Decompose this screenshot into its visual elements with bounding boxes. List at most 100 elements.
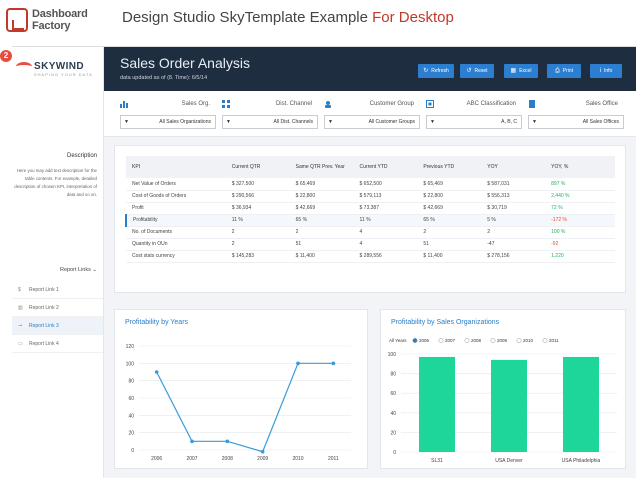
table-cell: 4: [353, 226, 418, 239]
sidebar-item-report-link-3[interactable]: ⊸ Report Link 3: [12, 317, 103, 335]
filter-label: Sales Office: [585, 101, 618, 107]
data-updated-text: data updated as of (8. Time): 6/5/14: [120, 75, 208, 81]
print-button[interactable]: ⎙ Print: [547, 64, 581, 78]
sidebar: SKYWIND SHAPING YOUR DATA Description He…: [12, 47, 104, 478]
sales-org-select[interactable]: ▼ All Sales Organizations: [120, 115, 216, 129]
sidebar-item-label: Report Link 1: [29, 287, 59, 293]
bar-chart: All Years 2006 2007 2008 2009 2010 2011 0 20 40 60…: [388, 338, 617, 464]
reset-button[interactable]: ↺ Reset: [460, 64, 494, 78]
column-header: YOY: [481, 156, 546, 178]
x-tick-label: 2011: [328, 456, 339, 462]
table-cell: 65 %: [289, 214, 354, 227]
caret-down-icon: ▼: [124, 119, 129, 125]
table-cell: Profitability: [125, 214, 226, 227]
table-cell: $ 556,313: [481, 190, 546, 203]
description-title: Description: [66, 153, 97, 159]
table-row[interactable]: Cost stats currency $ 145,283 $ 11,400 $ 28…: [126, 250, 615, 263]
year-radio-label: 2009: [497, 338, 508, 343]
filter-sales-office: Sales Office ▼ All Sales Offices: [528, 95, 624, 135]
table-row[interactable]: Profit $ 36,934 $ 42,669 $ 73,387 $ 42,669 $ …: [126, 202, 615, 215]
data-point[interactable]: [260, 449, 265, 454]
table-row[interactable]: No. of Documents 2 2 4 2 2 100 %: [126, 226, 615, 239]
table-cell: 11 %: [353, 214, 418, 227]
slide-title: Design Studio SkyTemplate Example For De…: [122, 9, 454, 26]
filter-abc-classification: ABC Classification ▼ A, B, C: [426, 95, 522, 135]
bar[interactable]: [563, 356, 599, 452]
report-links-toggle[interactable]: Report Links ⌄: [60, 267, 97, 273]
data-point[interactable]: [331, 361, 336, 366]
filter-label: Dist. Channel: [275, 101, 312, 107]
kpi-table: KPI Current QTR Same QTR Prev. Year Curr…: [125, 156, 615, 263]
table-row[interactable]: Net Value of Orders $ 327,500 $ 65,469 $ 65…: [126, 178, 615, 191]
table-cell: -92: [545, 238, 615, 251]
table-cell: $ 65,469: [289, 178, 354, 191]
y-tick-label: 80: [390, 372, 396, 378]
bird-icon: [16, 61, 32, 71]
data-point[interactable]: [154, 370, 159, 374]
table-cell: 2: [225, 226, 290, 239]
sales-office-select[interactable]: ▼ All Sales Offices: [528, 115, 624, 129]
year-radio-2006[interactable]: [412, 338, 418, 343]
year-radio-label: 2011: [549, 338, 559, 343]
caret-down-icon: ▼: [328, 119, 333, 125]
table-cell: -47: [481, 238, 546, 251]
info-button[interactable]: i Info: [590, 64, 622, 78]
table-cell: $ 65,469: [417, 178, 482, 191]
x-tick-label: 2010: [292, 456, 303, 462]
brand-tagline: SHAPING YOUR DATA: [34, 72, 93, 77]
sidebar-item-report-link-2[interactable]: ▥ Report Link 2: [12, 299, 103, 317]
bar[interactable]: [491, 359, 527, 452]
chart-title: Profitability by Years: [125, 319, 189, 326]
description-text: Here you may add text description for th…: [14, 168, 97, 197]
series-line: [156, 362, 334, 453]
year-radio-2010[interactable]: [516, 338, 522, 343]
table-row[interactable]: Quantity in OUn 2 51 4 51 -47 -92: [126, 238, 615, 251]
sidebar-item-report-link-1[interactable]: $ Report Link 1: [12, 281, 103, 299]
filter-label: Customer Group: [369, 101, 414, 107]
dollar-icon: $: [18, 287, 21, 293]
bar[interactable]: [419, 356, 455, 452]
x-tick-label: 2008: [222, 456, 233, 462]
table-row[interactable]: Profitability 11 % 65 % 11 % 65 % 5 % -172 %: [125, 214, 615, 227]
table-cell: $ 327,500: [225, 178, 290, 191]
reset-icon: ↺: [466, 68, 472, 74]
customer-group-select[interactable]: ▼ All Customer Groups: [324, 115, 420, 129]
logo-line2: Factory: [32, 20, 71, 32]
filter-dist-channel: Dist. Channel ▼ All Dist. Channels: [222, 95, 318, 135]
x-tick-label: 2007: [186, 456, 197, 462]
abc-classification-select[interactable]: ▼ A, B, C: [426, 115, 522, 129]
data-point[interactable]: [296, 361, 300, 366]
x-tick-label: 2009: [257, 456, 268, 462]
table-cell: $ 36,934: [225, 202, 290, 215]
table-cell: Cost of Goods of Orders: [126, 190, 226, 203]
column-header: Previous YTD: [417, 156, 482, 178]
year-radio-2008[interactable]: [464, 338, 470, 343]
excel-icon: ▦: [510, 68, 517, 74]
refresh-button[interactable]: ↻ Refresh: [418, 64, 454, 78]
dashboard-factory-logo: Dashboard Factory: [6, 6, 92, 36]
table-cell: $ 11,400: [417, 250, 482, 263]
y-tick-label: 0: [131, 448, 134, 454]
dist-channel-select[interactable]: ▼ All Dist. Channels: [222, 115, 318, 129]
grid-icon: [222, 100, 230, 108]
sidebar-item-label: Report Link 4: [29, 341, 59, 347]
sidebar-item-report-link-4[interactable]: ▭ Report Link 4: [12, 335, 103, 353]
table-cell: $ 587,031: [481, 178, 546, 191]
year-radio-2007[interactable]: [438, 338, 444, 343]
table-cell: 897 %: [545, 178, 615, 191]
caret-down-icon: ▼: [532, 119, 537, 125]
data-point[interactable]: [225, 439, 230, 444]
year-radio-2009[interactable]: [490, 338, 496, 343]
table-cell: 65 %: [417, 214, 482, 227]
table-cell: 2,440 %: [545, 190, 615, 203]
slide-title-main: Design Studio SkyTemplate Example: [122, 9, 373, 26]
year-radio-2011[interactable]: [542, 338, 548, 343]
table-row[interactable]: Cost of Goods of Orders $ 290,566 $ 22,800…: [126, 190, 615, 203]
y-tick-label: 60: [390, 391, 396, 397]
excel-button[interactable]: ▦ Excel: [504, 64, 538, 78]
kpi-table-card: KPI Current QTR Same QTR Prev. Year Curr…: [114, 145, 626, 293]
table-cell: 51: [417, 238, 482, 251]
data-point[interactable]: [190, 439, 194, 444]
chart-title: Profitability by Sales Organizations: [391, 319, 500, 326]
table-cell: $ 290,566: [225, 190, 290, 203]
